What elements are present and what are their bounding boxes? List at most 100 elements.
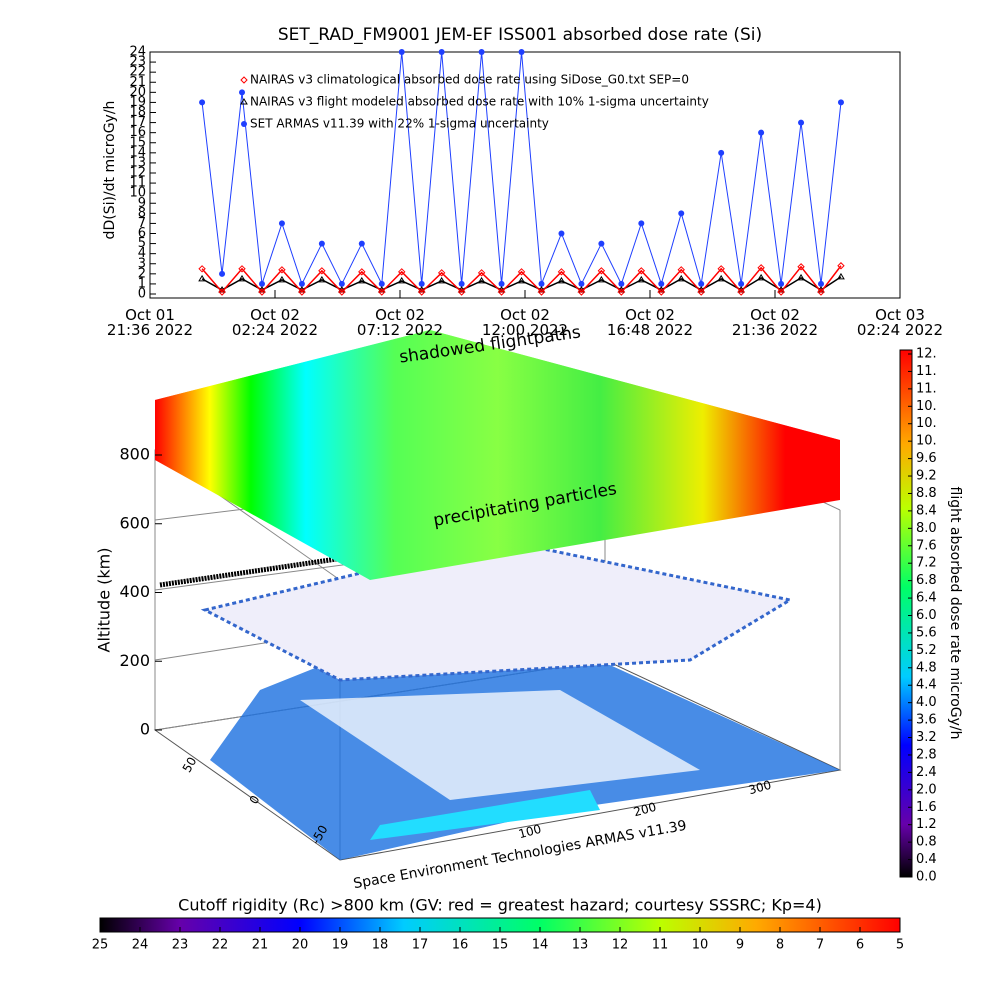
colorbar-tick-label: 14 — [532, 938, 549, 953]
colorbar-tick-label: 12 — [612, 938, 629, 953]
data-point — [818, 280, 825, 287]
data-point — [239, 89, 246, 96]
y-tick-label: 11 — [129, 176, 146, 191]
y-tick-label: 15 — [129, 135, 146, 150]
colorbar-tick-label: 25 — [92, 938, 109, 953]
y-tick-label: 2 — [138, 266, 146, 281]
series-line — [201, 265, 842, 294]
data-point — [797, 273, 805, 281]
y-tick-label: 20 — [129, 85, 146, 100]
colorbar-tick-label: 10 — [692, 938, 709, 953]
colorbar-tick-label: 4.4 — [916, 678, 937, 693]
colorbar-tick-label: 9.6 — [916, 451, 937, 466]
colorbar-tick-label: 5.2 — [916, 643, 937, 658]
y-tick-label: 5 — [138, 236, 146, 251]
data-point — [318, 267, 326, 275]
data-point — [437, 276, 446, 284]
data-point — [557, 268, 566, 276]
data-point — [757, 273, 765, 281]
dose-colorbar — [899, 349, 913, 878]
data-point — [698, 280, 705, 287]
flightpath-layer — [200, 538, 795, 682]
y-tick-label: 18 — [129, 105, 146, 120]
x-tick-label: Oct 02 21:36 2022 — [731, 306, 819, 339]
z-tick-label: 400 — [119, 582, 150, 601]
data-point — [517, 276, 526, 284]
data-point — [778, 280, 785, 287]
y-tick-label: 19 — [129, 95, 146, 110]
lon-tick-label: 100 — [517, 822, 543, 841]
map-water — [370, 790, 600, 840]
colorbar-tick-label: 7 — [816, 938, 824, 953]
colorbar-tick-label: 18 — [372, 938, 389, 953]
z-tick-label: 800 — [119, 445, 150, 464]
colorbar-tick-label: 7.2 — [916, 556, 937, 571]
data-point — [298, 280, 305, 287]
data-point — [298, 288, 306, 296]
colorbar-tick-label: 16 — [452, 938, 469, 953]
data-point — [437, 269, 446, 277]
y-tick-label: 0 — [138, 287, 146, 302]
data-point — [358, 240, 365, 247]
colorbar-tick-label: 6 — [856, 938, 864, 953]
data-point — [717, 265, 725, 273]
data-point — [677, 266, 685, 274]
colorbar-tick-label: 2.4 — [916, 765, 937, 780]
data-point — [718, 149, 725, 156]
data-point — [398, 49, 405, 55]
y-tick-label: 4 — [138, 246, 146, 261]
data-point — [338, 288, 346, 296]
data-point — [638, 220, 645, 227]
legend-label: SET ARMAS v11.39 with 22% 1-sigma uncert… — [250, 117, 549, 131]
z-axis-label: Altitude (km) — [95, 548, 114, 653]
data-point — [798, 119, 805, 126]
data-point — [697, 288, 705, 296]
data-point — [477, 276, 486, 284]
lon-tick-label: 300 — [747, 778, 773, 797]
data-point — [438, 49, 445, 55]
data-point — [477, 269, 486, 277]
colorbar-tick-label: 17 — [412, 938, 429, 953]
colorbar-tick-label: 5.6 — [916, 625, 937, 640]
colorbar-tick-label: 11. — [916, 381, 937, 396]
data-point — [637, 275, 646, 283]
data-point — [457, 288, 466, 296]
colorbar-tick-label: 0.0 — [916, 870, 937, 885]
data-point — [219, 270, 226, 277]
data-point — [537, 288, 546, 296]
data-point — [258, 280, 265, 287]
data-point — [578, 280, 585, 287]
data-point — [198, 265, 206, 273]
data-point — [837, 272, 845, 280]
colorbar-tick-label: 3.2 — [916, 730, 937, 745]
colorbar-tick-label: 6.0 — [916, 608, 937, 623]
rigidity-slab-top — [155, 330, 840, 520]
y-tick-label: 3 — [138, 256, 146, 271]
data-point — [817, 288, 825, 296]
colorbar-tick-label: 8.4 — [916, 503, 937, 518]
colorbar-tick-label: 4.8 — [916, 660, 937, 675]
data-point — [357, 276, 366, 284]
y-tick-label: 10 — [129, 186, 146, 201]
data-point — [278, 266, 286, 274]
y-tick-label: 22 — [129, 65, 146, 80]
data-point — [618, 280, 625, 287]
z-tick-label: 600 — [119, 513, 150, 532]
data-point — [657, 288, 665, 296]
colorbar-title: Cutoff rigidity (Rc) >800 km (GV: red = … — [178, 896, 822, 915]
x-tick-label: Oct 02 07:12 2022 — [356, 306, 444, 339]
chart-title: SET_RAD_FM9001 JEM-EF ISS001 absorbed do… — [278, 25, 762, 45]
colorbar-tick-label: 10. — [916, 399, 937, 414]
data-point — [837, 99, 844, 106]
colorbar-tick-label: 3.6 — [916, 713, 937, 728]
colorbar-tick-label: 5 — [896, 938, 904, 953]
data-point — [278, 275, 286, 283]
colorbar-tick-label: 11 — [652, 938, 669, 953]
data-point — [240, 76, 248, 84]
colorbar-tick-label: 13 — [572, 938, 589, 953]
colorbar-tick-label: 12. — [916, 347, 937, 362]
legend-label: NAIRAS v3 flight modeled absorbed dose r… — [250, 95, 709, 109]
y-tick-label: 9 — [138, 196, 146, 211]
colorbar-tick-label: 24 — [132, 938, 149, 953]
